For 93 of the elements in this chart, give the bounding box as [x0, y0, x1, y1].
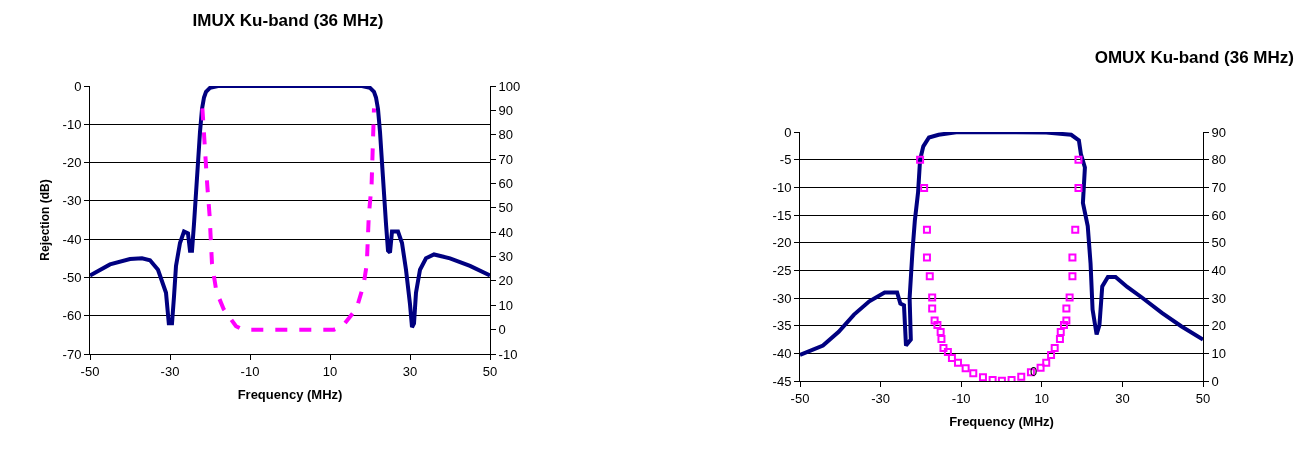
annotation: 0 — [1030, 364, 1038, 379]
point — [1068, 272, 1077, 281]
point — [1065, 293, 1074, 302]
y-tick-label: -25 — [772, 262, 792, 278]
y2-tick-label: -10 — [498, 346, 518, 362]
y-tick-label: -10 — [62, 116, 82, 132]
chart-title: IMUX Ku-band (36 MHz) — [192, 10, 384, 30]
y2-tick-label: 100 — [498, 78, 521, 94]
y2-tick-label: 60 — [498, 176, 514, 191]
y2-tick-label: 20 — [1211, 318, 1227, 334]
point — [1074, 155, 1083, 164]
point — [937, 334, 946, 343]
point — [1050, 344, 1059, 353]
point — [961, 364, 970, 373]
y-tick-label: 0 — [784, 124, 792, 140]
x-tick-label: 10 — [322, 363, 338, 379]
point — [922, 253, 931, 262]
y-tick-label: -10 — [772, 179, 792, 195]
point — [969, 369, 978, 378]
x-axis-title: Frequency (MHz) — [237, 387, 343, 403]
point — [933, 321, 942, 330]
y2-tick-label: 20 — [498, 273, 514, 289]
y2-tick-label: 60 — [1211, 207, 1227, 223]
x-tick-label: -30 — [160, 363, 180, 379]
line-series — [200, 106, 376, 332]
y2-tick-label: 10 — [1211, 345, 1227, 361]
point — [1036, 363, 1045, 372]
point — [922, 225, 931, 234]
y2-tick-label: 50 — [1211, 235, 1227, 251]
point — [928, 304, 937, 313]
point — [943, 347, 952, 356]
point — [1062, 316, 1071, 325]
y2-tick-label: 80 — [1211, 152, 1227, 168]
x-axis-title: Frequency (MHz) — [949, 414, 1054, 430]
y2-tick-label: 40 — [498, 224, 514, 240]
point — [1062, 304, 1071, 313]
y2-tick-label: 30 — [498, 249, 514, 265]
point — [1017, 372, 1026, 381]
y-axis-title: Rejection (dB) — [37, 179, 52, 261]
y-tick-label: -60 — [62, 308, 82, 324]
y2-tick-label: 30 — [1211, 290, 1227, 306]
y-tick-label: -45 — [772, 373, 792, 389]
chart-title: OMUX Ku-band (36 MHz) — [1094, 47, 1294, 67]
y2-tick-label: 70 — [1211, 179, 1227, 195]
y-tick-label: -70 — [62, 346, 82, 362]
point — [978, 373, 987, 381]
x-tick-label: 50 — [1195, 390, 1211, 406]
x-tick-label: -30 — [871, 390, 890, 406]
y-tick-label: -30 — [62, 193, 82, 209]
y-tick-label: -30 — [772, 290, 792, 306]
y-tick-label: -20 — [772, 235, 792, 251]
point — [1047, 350, 1056, 359]
x-tick-label: 30 — [402, 363, 418, 379]
y-tick-label: -15 — [772, 207, 792, 223]
y2-tick-label: 90 — [498, 102, 514, 118]
point — [920, 183, 929, 192]
point — [1056, 328, 1065, 337]
y2-tick-label: 0 — [498, 322, 506, 338]
x-tick-label: 30 — [1115, 390, 1130, 406]
point — [1071, 225, 1080, 234]
point — [1074, 183, 1083, 192]
y2-tick-label: 40 — [1211, 262, 1227, 278]
point — [939, 344, 948, 353]
y2-tick-label: 10 — [498, 297, 514, 313]
point — [953, 358, 962, 367]
point — [928, 293, 937, 302]
x-tick-label: -50 — [790, 390, 810, 406]
x-tick-label: 10 — [1034, 390, 1050, 406]
y2-tick-label: 90 — [1211, 124, 1227, 140]
y2-tick-label: 0 — [1211, 373, 1219, 389]
y-tick-label: -5 — [779, 152, 792, 168]
y-tick-label: -40 — [62, 231, 82, 247]
point — [1042, 358, 1051, 367]
y2-tick-label: 70 — [498, 151, 514, 167]
point — [1068, 253, 1077, 262]
point — [1059, 321, 1068, 330]
y2-tick-label: 80 — [498, 127, 514, 143]
y-tick-label: -20 — [62, 155, 82, 171]
y-tick-label: -40 — [772, 345, 792, 361]
point — [916, 155, 925, 164]
point — [947, 354, 956, 363]
x-tick-label: 50 — [482, 363, 498, 379]
x-tick-label: -50 — [80, 363, 100, 379]
y2-tick-label: 50 — [498, 200, 514, 216]
y-tick-label: 0 — [74, 78, 82, 94]
y-tick-label: -50 — [62, 269, 82, 285]
point — [925, 272, 934, 281]
point — [930, 316, 939, 325]
y-tick-label: -35 — [772, 318, 792, 334]
x-tick-label: -10 — [951, 390, 971, 406]
point — [936, 328, 945, 337]
x-tick-label: -10 — [240, 363, 260, 379]
point — [1055, 334, 1064, 343]
